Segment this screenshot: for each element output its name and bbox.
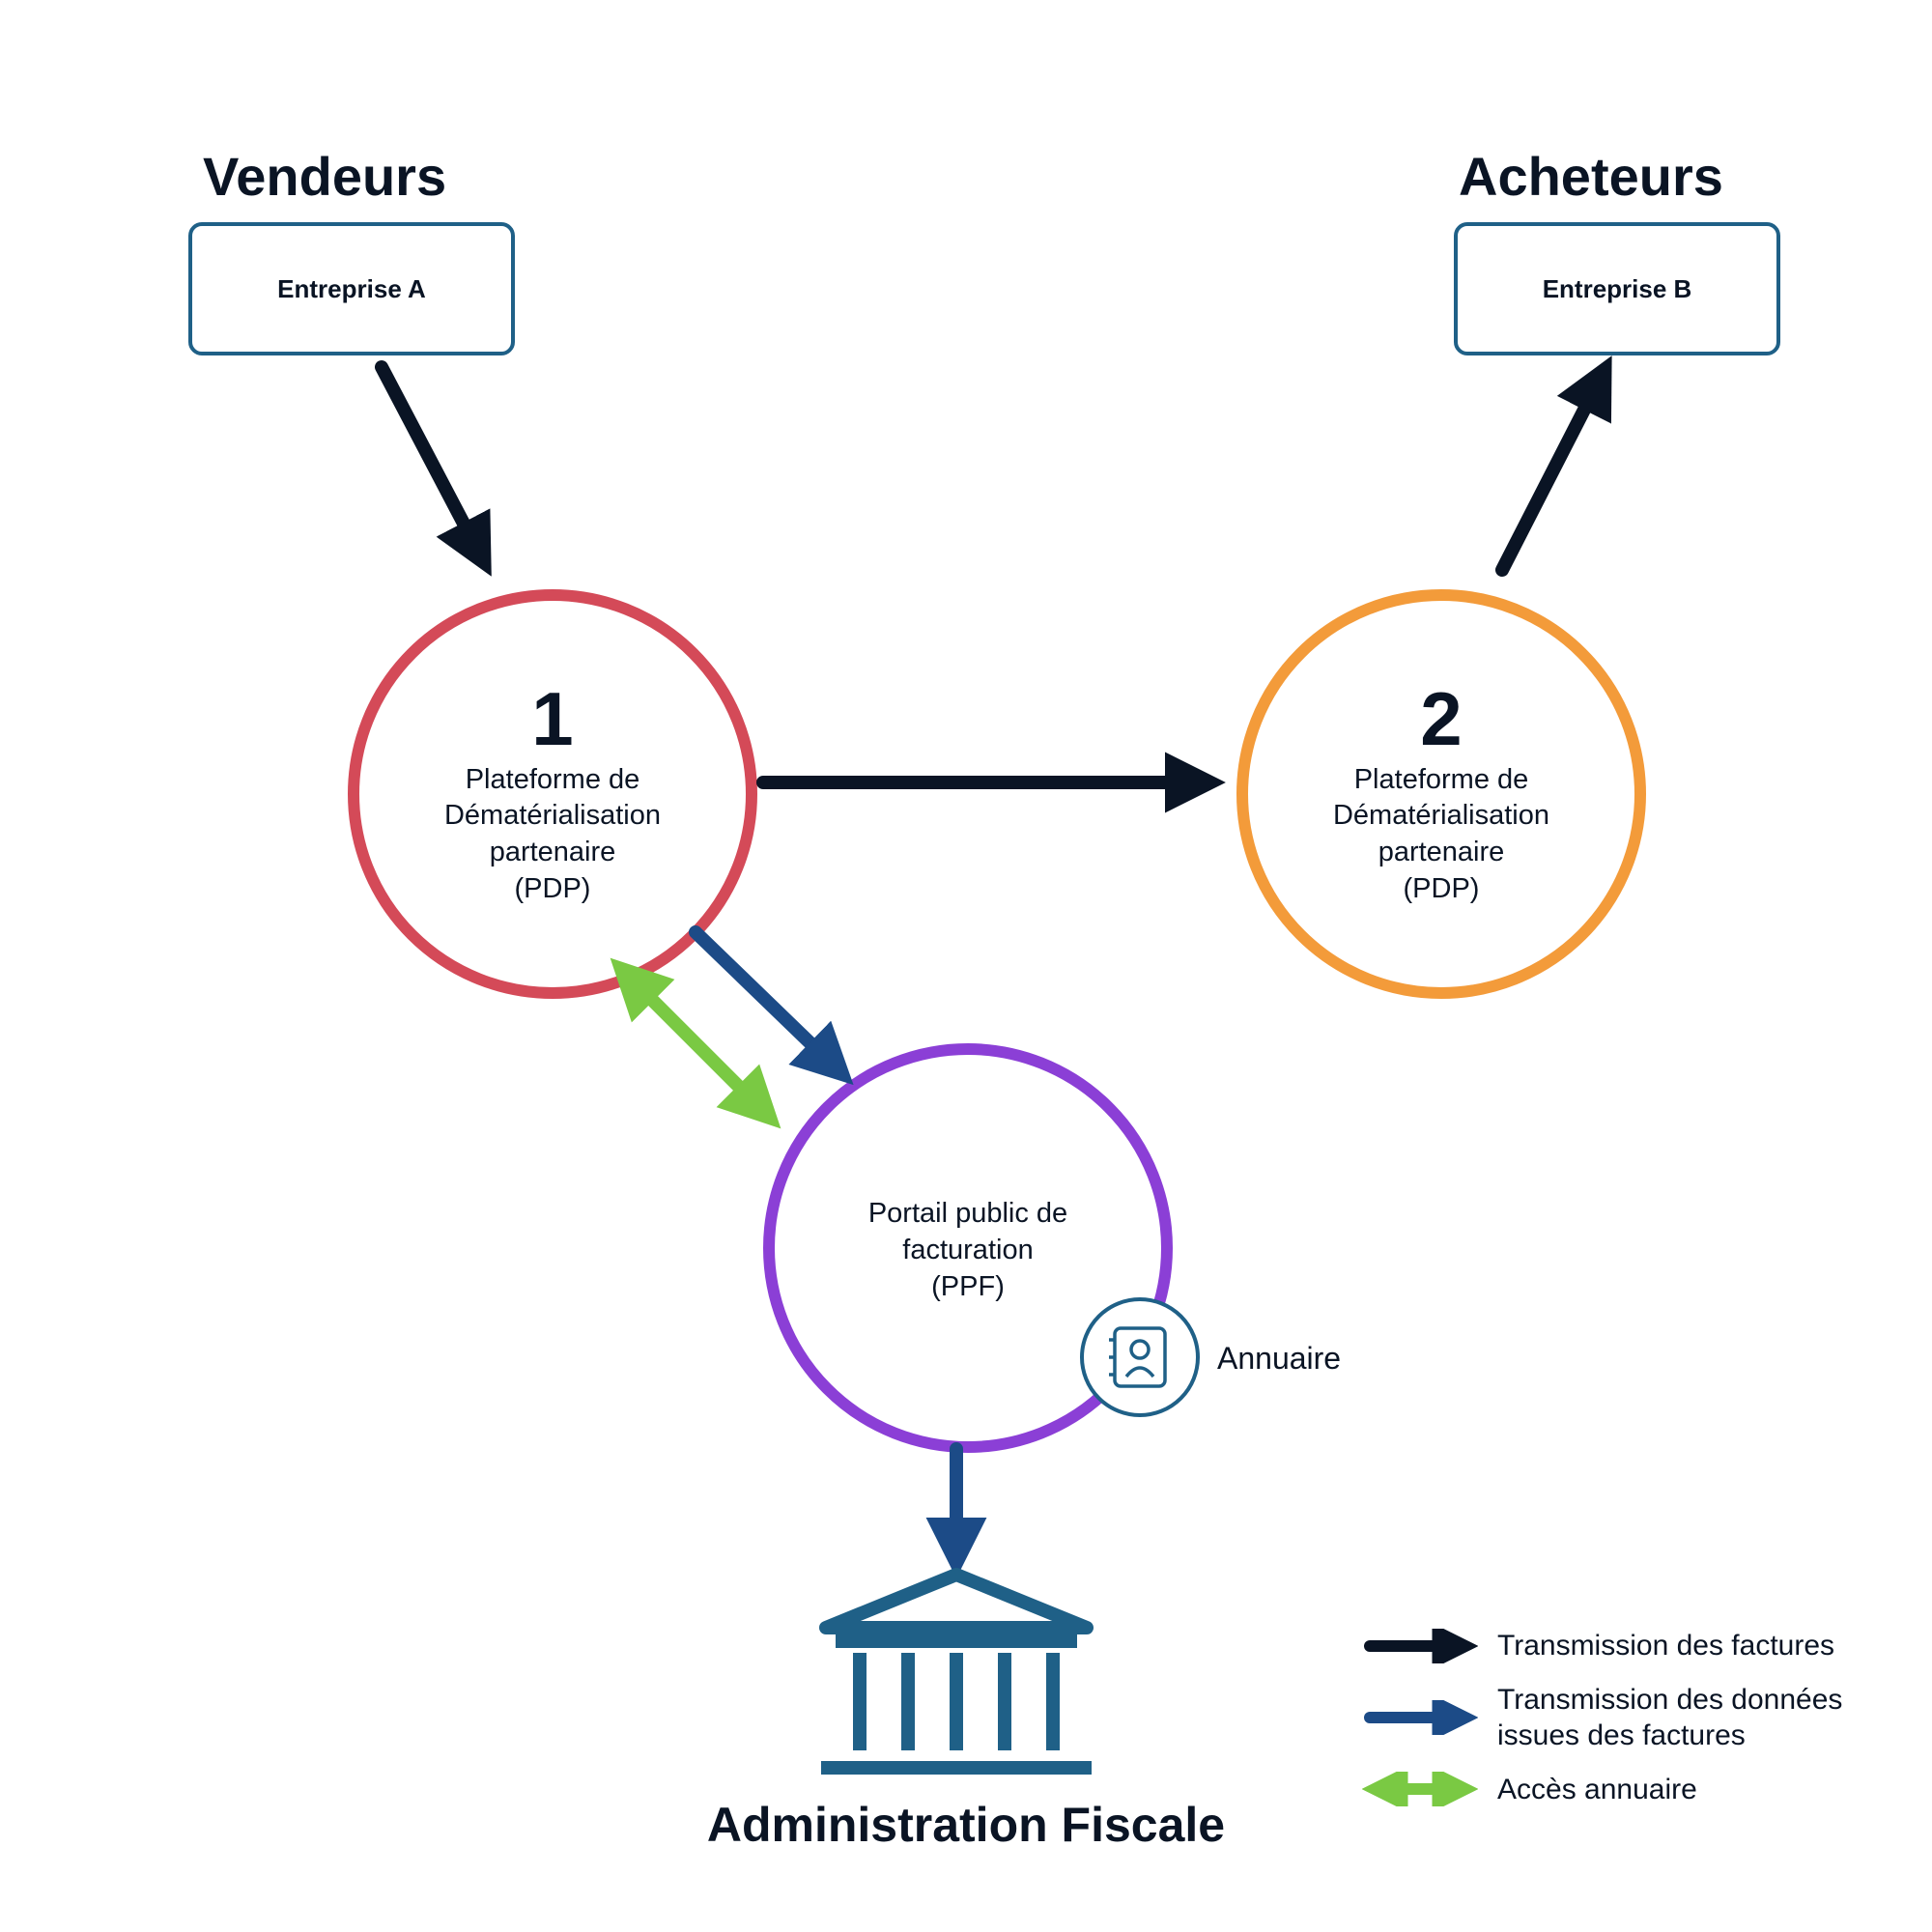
pdp1-number: 1 xyxy=(531,681,573,756)
pdp2-number: 2 xyxy=(1420,681,1462,756)
heading-vendeurs: Vendeurs xyxy=(203,145,446,208)
arrow-pdp1-ppf-green xyxy=(623,971,768,1116)
admin-fiscale-label: Administration Fiscale xyxy=(676,1797,1256,1853)
heading-acheteurs: Acheteurs xyxy=(1459,145,1723,208)
box-entreprise-b: Entreprise B xyxy=(1454,222,1780,355)
box-entreprise-a: Entreprise A xyxy=(188,222,515,355)
arrow-pdp1-to-ppf-blue xyxy=(696,932,840,1072)
legend-arrow-blue-icon xyxy=(1362,1700,1478,1735)
circle-pdp-1: 1 Plateforme deDématérialisationpartenai… xyxy=(348,589,757,999)
legend-row-donnees: Transmission des donnéesissues des factu… xyxy=(1362,1682,1842,1754)
arrow-a-to-pdp1 xyxy=(382,367,483,560)
ppf-label: Portail public defacturation(PPF) xyxy=(849,1196,1087,1305)
diagram-canvas: Vendeurs Acheteurs Entreprise A Entrepri… xyxy=(0,0,1932,1932)
box-b-label: Entreprise B xyxy=(1543,274,1692,304)
arrow-pdp2-to-b xyxy=(1502,372,1604,570)
legend-text-factures: Transmission des factures xyxy=(1497,1628,1834,1664)
pdp2-label: Plateforme deDématérialisationpartenaire… xyxy=(1314,762,1569,908)
building-icon xyxy=(821,1575,1092,1768)
legend: Transmission des factures Transmission d… xyxy=(1362,1628,1842,1825)
legend-row-factures: Transmission des factures xyxy=(1362,1628,1842,1664)
legend-text-annuaire: Accès annuaire xyxy=(1497,1772,1697,1808)
legend-text-donnees: Transmission des donnéesissues des factu… xyxy=(1497,1682,1842,1754)
legend-arrow-black-icon xyxy=(1362,1629,1478,1663)
legend-arrow-green-icon xyxy=(1362,1772,1478,1806)
circle-ppf: Portail public defacturation(PPF) xyxy=(763,1043,1173,1453)
box-a-label: Entreprise A xyxy=(277,274,426,304)
circle-pdp-2: 2 Plateforme deDématérialisationpartenai… xyxy=(1236,589,1646,999)
pdp1-label: Plateforme deDématérialisationpartenaire… xyxy=(425,762,680,908)
annuaire-label: Annuaire xyxy=(1217,1341,1341,1377)
legend-row-annuaire: Accès annuaire xyxy=(1362,1772,1842,1808)
